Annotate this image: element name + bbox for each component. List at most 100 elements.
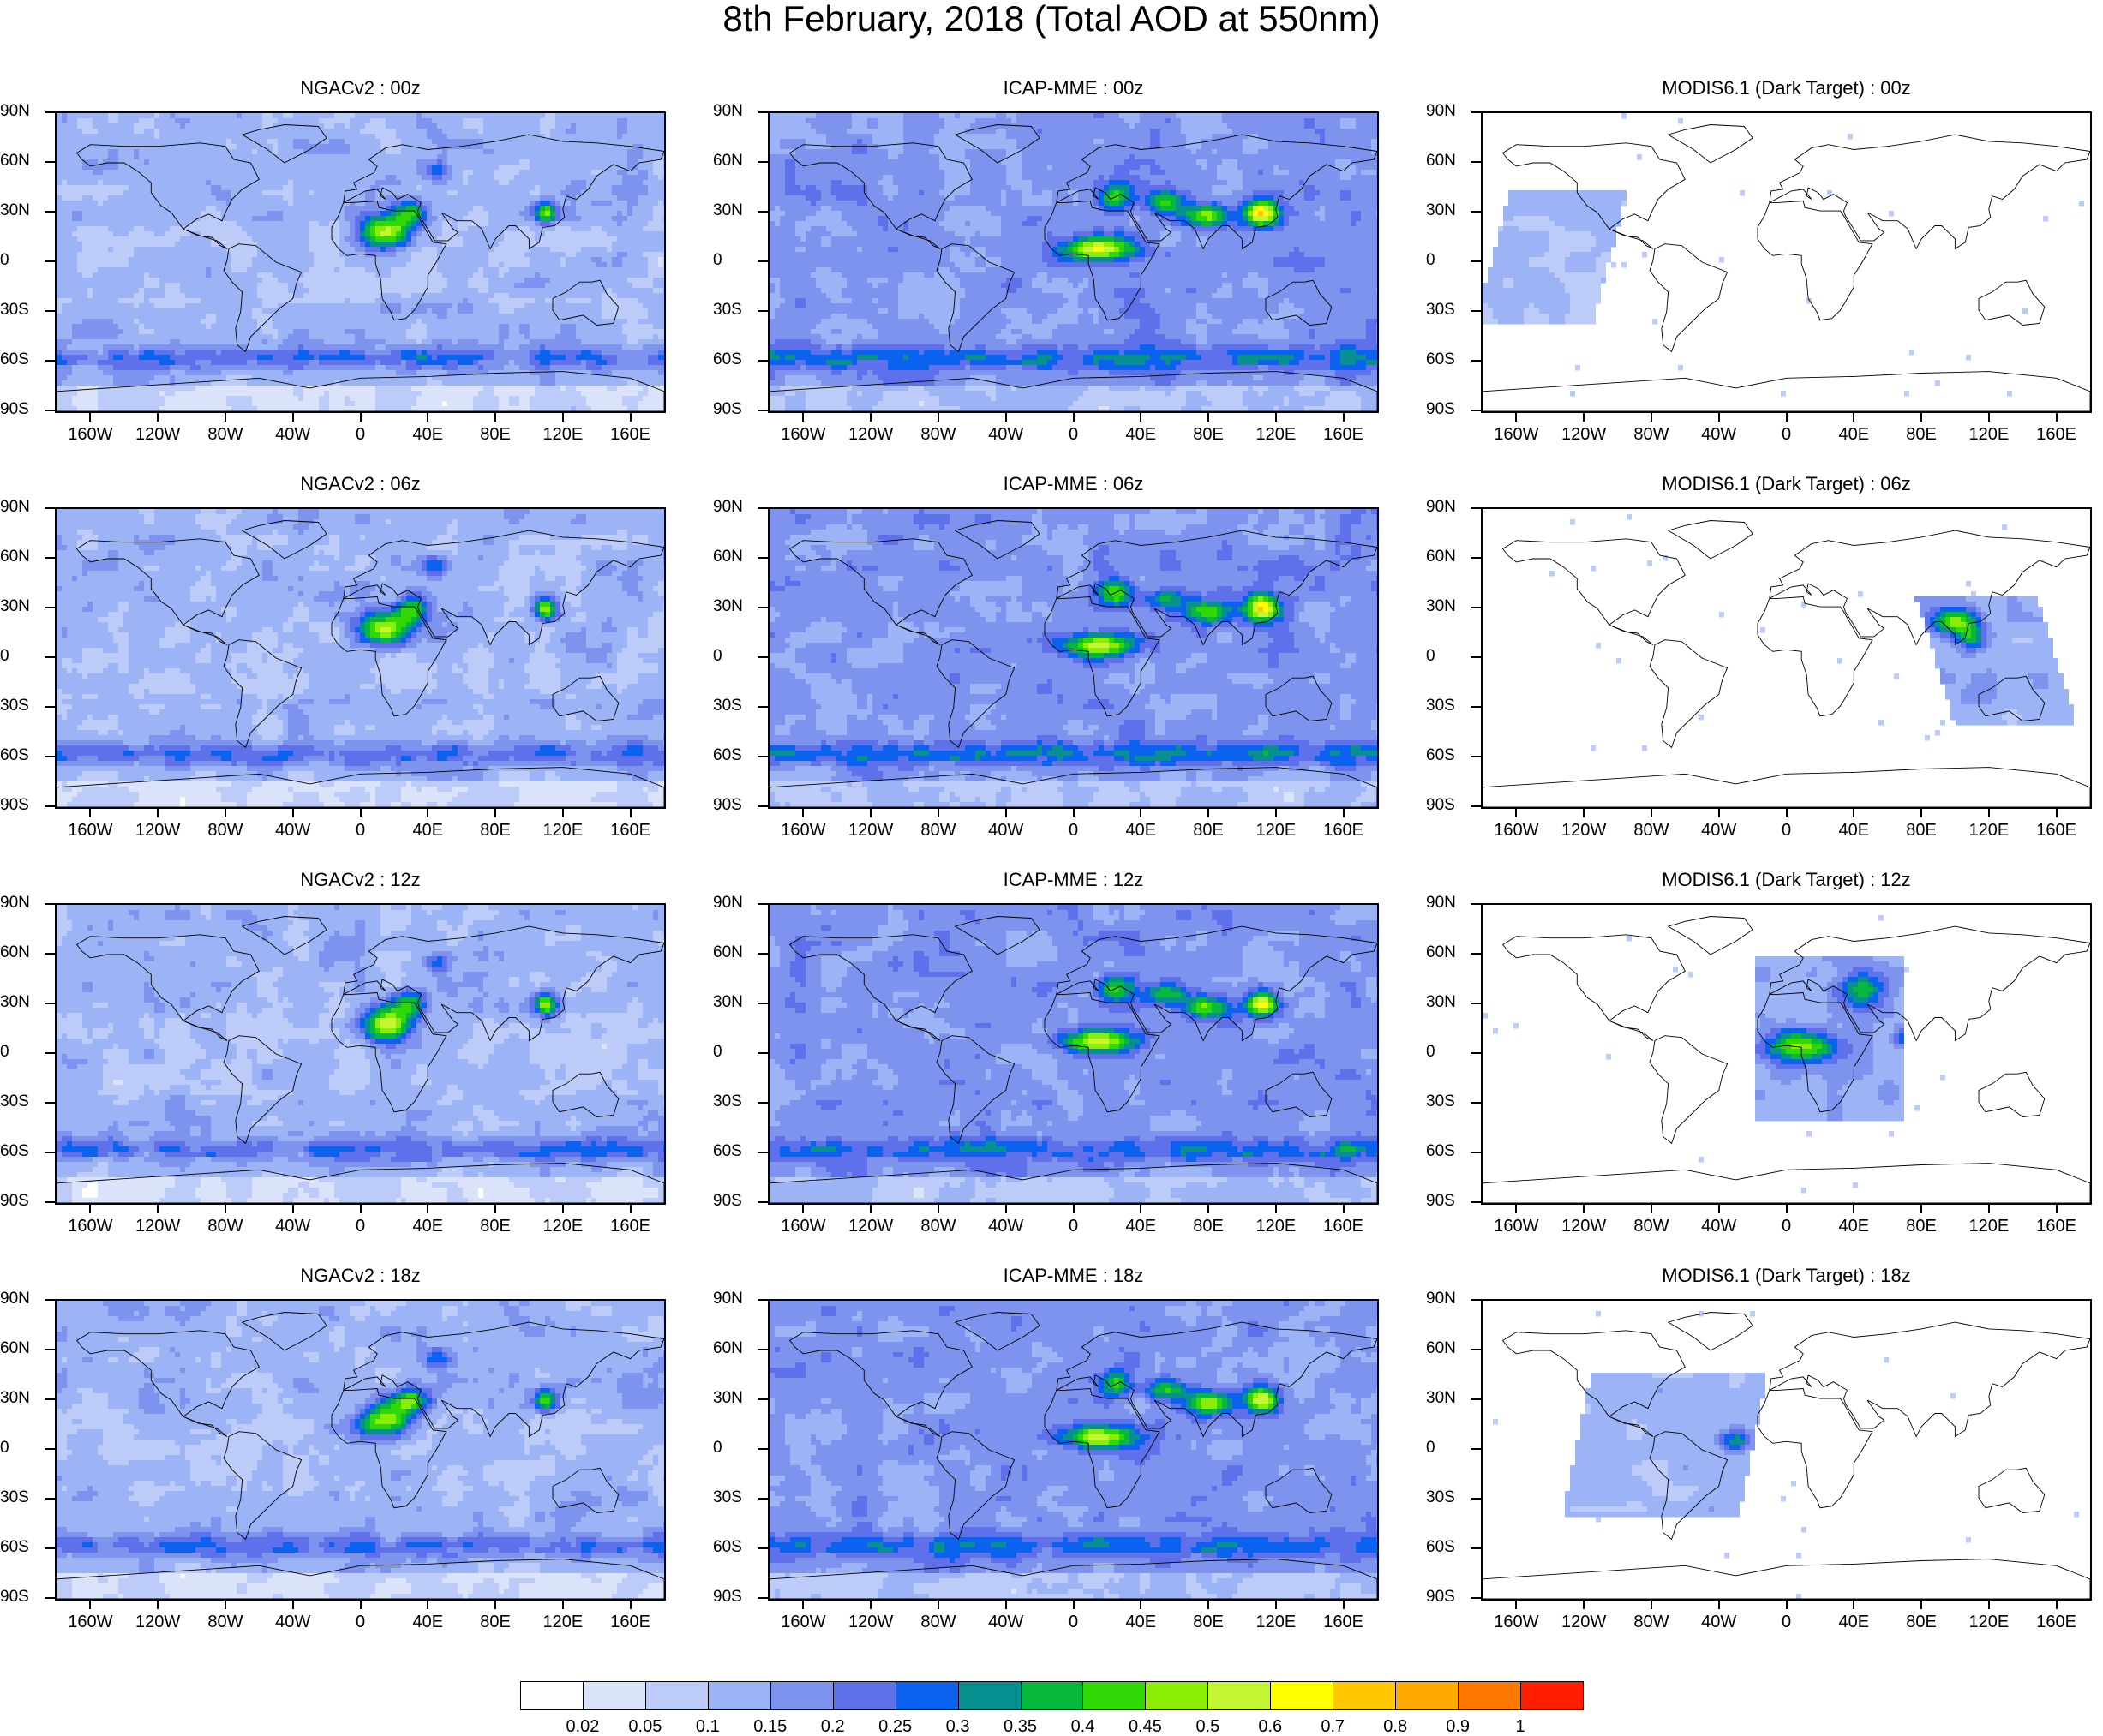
lat-tick-label: 60N	[0, 944, 50, 961]
colorbar-label: 0.4	[1057, 1717, 1108, 1736]
lon-tick-mark	[2056, 413, 2058, 422]
lon-tick-mark	[802, 809, 804, 817]
lon-tick-mark	[1651, 413, 1652, 422]
lat-tick-mark	[45, 310, 55, 312]
aod-cells	[1493, 1311, 2079, 1599]
lon-tick-label: 80E	[1891, 1613, 1951, 1631]
colorbar-label: 0.9	[1432, 1717, 1483, 1736]
lat-tick-mark	[1471, 1398, 1481, 1400]
lon-tick-label: 40E	[398, 1613, 458, 1631]
lat-tick-label: 30N	[1426, 598, 1476, 615]
lon-tick-mark	[1275, 413, 1277, 422]
lat-tick-label: 90S	[1426, 1589, 1476, 1606]
lat-tick-label: 0	[1426, 1044, 1476, 1061]
lat-tick-mark	[1471, 1201, 1481, 1203]
lon-tick-label: 160W	[773, 1613, 833, 1631]
lat-tick-mark	[758, 260, 768, 262]
lat-tick-label: 90S	[1426, 401, 1476, 418]
lon-tick-label: 120E	[533, 1613, 593, 1631]
lat-tick-label: 60N	[713, 1340, 763, 1357]
lat-tick-label: 90N	[1426, 103, 1476, 120]
lat-tick-mark	[1471, 360, 1481, 362]
lon-tick-label: 0	[1757, 1217, 1817, 1236]
lat-tick-label: 60S	[0, 351, 50, 368]
lat-tick-label: 60N	[1426, 548, 1476, 566]
lon-tick-label: 40E	[1111, 1613, 1171, 1631]
lon-tick-mark	[89, 1601, 91, 1609]
lat-tick-mark	[45, 1448, 55, 1450]
panel-title: ICAP-MME : 18z	[768, 1265, 1379, 1287]
panel-title: MODIS6.1 (Dark Target) : 06z	[1481, 473, 2092, 495]
lat-tick-label: 30N	[0, 994, 50, 1011]
lat-tick-label: 90S	[0, 1193, 50, 1210]
lon-tick-label: 160W	[1486, 1613, 1546, 1631]
lon-tick-label: 40W	[1689, 425, 1749, 444]
lat-tick-mark	[1471, 1299, 1481, 1301]
aod-field	[1483, 509, 2090, 807]
lat-tick-mark	[1471, 111, 1481, 113]
lat-tick-mark	[758, 1201, 768, 1203]
lon-tick-mark	[225, 1205, 226, 1213]
map-plot-area	[1481, 507, 2092, 809]
lon-tick-mark	[562, 1205, 564, 1213]
lon-tick-mark	[870, 809, 872, 817]
aod-field	[770, 113, 1377, 411]
lon-tick-mark	[89, 1205, 91, 1213]
colorbar-swatch	[958, 1681, 1022, 1710]
lat-tick-mark	[45, 656, 55, 658]
lon-tick-label: 80W	[908, 1217, 968, 1236]
lon-tick-mark	[1988, 1205, 1990, 1213]
colorbar-label: 0.25	[870, 1717, 921, 1736]
lat-tick-label: 60S	[0, 747, 50, 764]
lat-tick-mark	[1471, 557, 1481, 559]
lat-tick-mark	[1471, 607, 1481, 608]
lon-tick-mark	[292, 1205, 294, 1213]
colorbar-label: 0.7	[1307, 1717, 1358, 1736]
lon-tick-label: 80W	[908, 1613, 968, 1631]
aod-cells	[57, 113, 664, 411]
lat-tick-label: 90S	[1426, 797, 1476, 814]
lat-tick-mark	[1471, 161, 1481, 163]
lon-tick-label: 40E	[1824, 1217, 1884, 1236]
lon-tick-mark	[1853, 809, 1854, 817]
lon-tick-mark	[630, 809, 632, 817]
lon-tick-mark	[802, 1601, 804, 1609]
colorbar-swatch	[645, 1681, 709, 1710]
lon-tick-mark	[1140, 1205, 1141, 1213]
aod-cells	[57, 509, 664, 807]
lon-tick-mark	[225, 809, 226, 817]
lon-tick-mark	[1583, 1205, 1585, 1213]
lat-tick-label: 30N	[713, 202, 763, 219]
lon-tick-mark	[1343, 413, 1345, 422]
lon-tick-label: 40W	[976, 1217, 1036, 1236]
aod-cells	[1483, 113, 2084, 397]
lon-tick-label: 0	[1757, 821, 1817, 840]
lon-tick-mark	[225, 413, 226, 422]
lat-tick-mark	[1471, 211, 1481, 213]
lon-tick-label: 80W	[195, 425, 255, 444]
map-plot-area	[1481, 1299, 2092, 1601]
lat-tick-label: 90S	[713, 401, 763, 418]
lon-tick-mark	[1515, 809, 1517, 817]
lon-tick-label: 0	[331, 425, 391, 444]
lon-tick-label: 40W	[263, 425, 323, 444]
lat-tick-mark	[45, 1299, 55, 1301]
lon-tick-mark	[562, 1601, 564, 1609]
lon-tick-label: 40E	[1824, 1613, 1884, 1631]
figure-title: 8th February, 2018 (Total AOD at 550nm)	[0, 0, 2103, 38]
lat-tick-label: 0	[0, 648, 50, 665]
lon-tick-mark	[562, 809, 564, 817]
lat-tick-label: 30N	[1426, 202, 1476, 219]
colorbar-swatch	[708, 1681, 771, 1710]
lat-tick-mark	[758, 607, 768, 608]
lon-tick-mark	[1275, 1601, 1277, 1609]
lon-tick-label: 120W	[841, 821, 901, 840]
lat-tick-mark	[758, 1498, 768, 1500]
lat-tick-label: 60N	[713, 153, 763, 170]
lon-tick-label: 0	[1044, 1613, 1104, 1631]
lon-tick-mark	[1515, 413, 1517, 422]
lat-tick-label: 30N	[713, 598, 763, 615]
